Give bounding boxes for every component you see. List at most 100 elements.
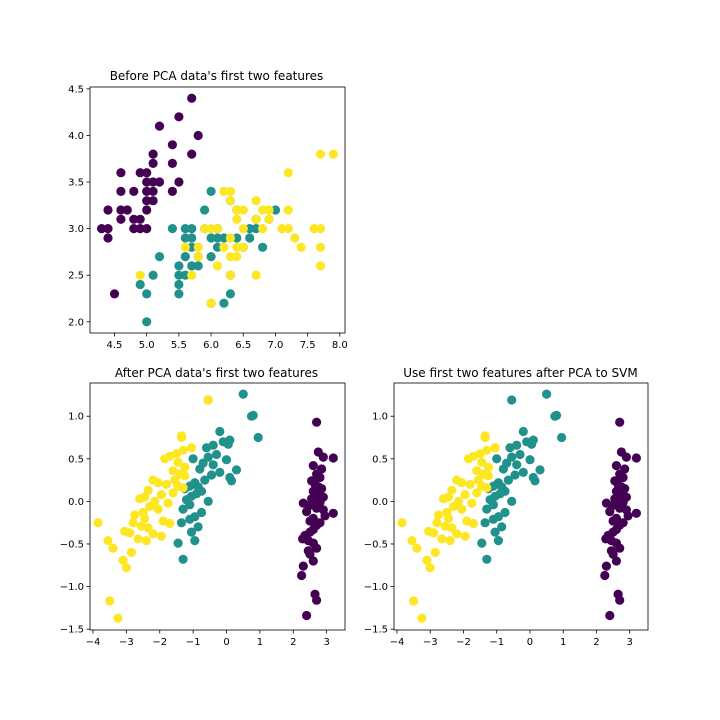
- data-point: [296, 242, 306, 252]
- data-point: [93, 518, 103, 528]
- data-point: [253, 432, 263, 443]
- data-point: [219, 186, 229, 196]
- data-point: [135, 224, 145, 234]
- data-point: [283, 205, 293, 215]
- data-point: [148, 186, 158, 196]
- data-point: [482, 504, 492, 514]
- data-point: [430, 547, 440, 558]
- data-point: [174, 112, 184, 122]
- x-ticks: 4.5 5.0 5.5 6.0 6.5 7.0 7.5 8.0: [107, 333, 348, 351]
- x-tick-label: −3: [423, 637, 438, 648]
- data-point: [148, 177, 158, 187]
- data-point: [283, 168, 293, 178]
- data-point: [490, 443, 500, 453]
- data-point: [315, 472, 325, 483]
- series-class-2: [93, 395, 213, 623]
- data-point: [129, 214, 139, 224]
- data-point: [174, 261, 184, 271]
- data-point: [605, 507, 615, 517]
- plot-area: [397, 389, 642, 623]
- data-point: [178, 504, 188, 514]
- data-point: [258, 205, 268, 215]
- data-point: [518, 467, 528, 477]
- data-point: [203, 452, 213, 462]
- data-point: [125, 528, 135, 538]
- data-point: [238, 224, 248, 234]
- data-point: [443, 513, 454, 524]
- data-point: [154, 121, 165, 131]
- x-tick-label: 3: [323, 637, 329, 648]
- data-point: [302, 610, 312, 621]
- data-point: [167, 186, 177, 196]
- x-tick-label: 0: [223, 637, 229, 648]
- data-point: [121, 563, 131, 573]
- data-point: [174, 177, 184, 187]
- data-point: [116, 168, 126, 178]
- data-point: [180, 224, 190, 234]
- data-point: [142, 177, 152, 187]
- data-point: [141, 536, 151, 546]
- data-point: [208, 460, 218, 470]
- data-point: [328, 508, 338, 518]
- data-point: [467, 498, 477, 508]
- axes-frame: [89, 86, 346, 334]
- data-point: [142, 224, 152, 234]
- data-point: [116, 186, 126, 196]
- x-tick-label: −2: [456, 637, 471, 648]
- data-point: [180, 233, 190, 243]
- data-point: [258, 224, 268, 234]
- data-point: [477, 538, 487, 548]
- data-point: [185, 500, 195, 510]
- data-point: [283, 224, 293, 234]
- data-point: [221, 455, 232, 465]
- y-tick-label: 4.5: [68, 84, 84, 95]
- data-point: [225, 186, 235, 196]
- data-point: [128, 518, 138, 528]
- data-point: [187, 270, 197, 280]
- data-point: [193, 252, 203, 262]
- y-tick-label: 4.0: [68, 131, 84, 142]
- data-point: [497, 522, 507, 532]
- y-ticks: −1.5 −1.0 −0.5 0.0 0.5 1.0: [364, 412, 394, 636]
- data-point: [180, 252, 190, 262]
- x-tick-label: 2: [290, 637, 296, 648]
- series-class-2: [397, 431, 500, 623]
- data-point: [480, 518, 490, 528]
- data-point: [264, 205, 274, 215]
- y-tick-label: 0.0: [372, 497, 388, 508]
- data-point: [515, 449, 525, 460]
- data-point: [97, 224, 107, 234]
- series-class-0: [97, 93, 203, 299]
- data-point: [156, 490, 166, 500]
- plot-before-pca: Before PCA data's first two features 4.5…: [68, 69, 348, 351]
- data-point: [142, 196, 152, 206]
- data-point: [176, 432, 187, 443]
- data-point: [465, 479, 475, 489]
- data-point: [503, 475, 513, 485]
- data-point: [174, 289, 184, 299]
- data-point: [290, 233, 300, 243]
- data-point: [468, 518, 479, 529]
- data-point: [116, 214, 126, 224]
- data-point: [460, 490, 470, 500]
- data-point: [608, 549, 618, 559]
- plot-title: Before PCA data's first two features: [110, 69, 324, 83]
- x-tick-label: 5.0: [139, 340, 155, 351]
- data-point: [535, 465, 545, 475]
- data-point: [206, 470, 217, 480]
- data-point: [186, 443, 197, 453]
- data-point: [312, 543, 322, 553]
- data-point: [196, 507, 207, 518]
- data-point: [512, 460, 522, 470]
- data-point: [130, 510, 140, 520]
- x-tick-label: −2: [152, 637, 167, 648]
- plot-area: [93, 389, 338, 623]
- data-point: [180, 242, 190, 252]
- data-point: [200, 205, 210, 215]
- data-point: [232, 233, 242, 243]
- data-point: [178, 483, 188, 493]
- data-point: [407, 536, 417, 546]
- plot-svm: Use first two features after PCA to SVM …: [364, 366, 649, 648]
- data-point: [601, 561, 612, 571]
